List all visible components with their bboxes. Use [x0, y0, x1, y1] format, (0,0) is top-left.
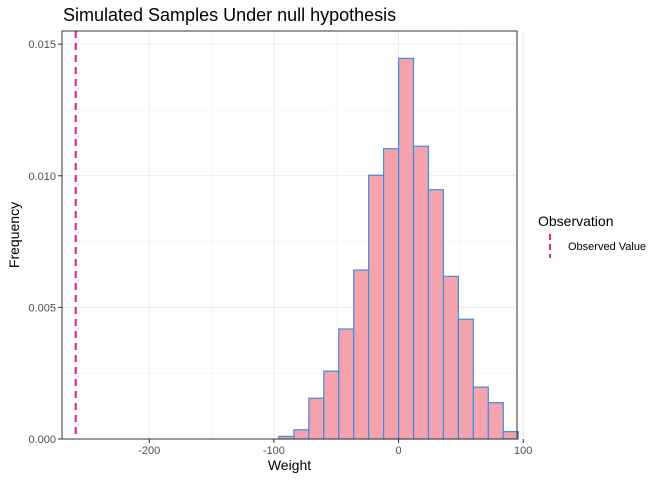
- y-tick-label: 0.010: [28, 171, 56, 183]
- histogram-bar: [502, 431, 519, 440]
- y-tick-label: 0.000: [28, 434, 56, 446]
- histogram-bar: [338, 328, 355, 440]
- x-tick-label: -100: [263, 445, 285, 457]
- histogram-bars: [278, 57, 519, 440]
- histogram-bar: [353, 269, 370, 440]
- histogram-bar: [308, 397, 325, 440]
- histogram-bar: [442, 275, 460, 440]
- chart-title: Simulated Samples Under null hypothesis: [63, 5, 396, 25]
- histogram-bar: [427, 189, 445, 440]
- histogram-bar: [412, 145, 430, 440]
- x-tick-label: 100: [514, 445, 532, 457]
- x-axis-title: Weight: [268, 457, 311, 473]
- histogram-bar: [293, 429, 310, 440]
- x-axis-ticks: -200 -100 0 100: [138, 439, 532, 457]
- histogram-bar: [383, 148, 400, 440]
- legend-label-observed: Observed Value: [568, 241, 646, 253]
- histogram-bar: [397, 57, 415, 440]
- histogram-bar: [368, 174, 385, 440]
- plot-border: [61, 30, 518, 440]
- y-axis-title: Frequency: [6, 202, 22, 268]
- histogram-bar: [457, 318, 474, 440]
- x-tick-label: 0: [396, 445, 402, 457]
- legend: Observation Observed Value: [538, 213, 646, 258]
- histogram-bar: [323, 370, 340, 440]
- y-tick-label: 0.015: [28, 39, 56, 51]
- histogram-bar: [487, 402, 504, 440]
- y-tick-label: 0.005: [28, 302, 56, 314]
- y-axis-ticks: 0.000 0.005 0.010 0.015: [28, 39, 62, 446]
- legend-title: Observation: [538, 213, 613, 229]
- x-tick-label: -200: [138, 445, 160, 457]
- histogram-bar: [472, 386, 489, 440]
